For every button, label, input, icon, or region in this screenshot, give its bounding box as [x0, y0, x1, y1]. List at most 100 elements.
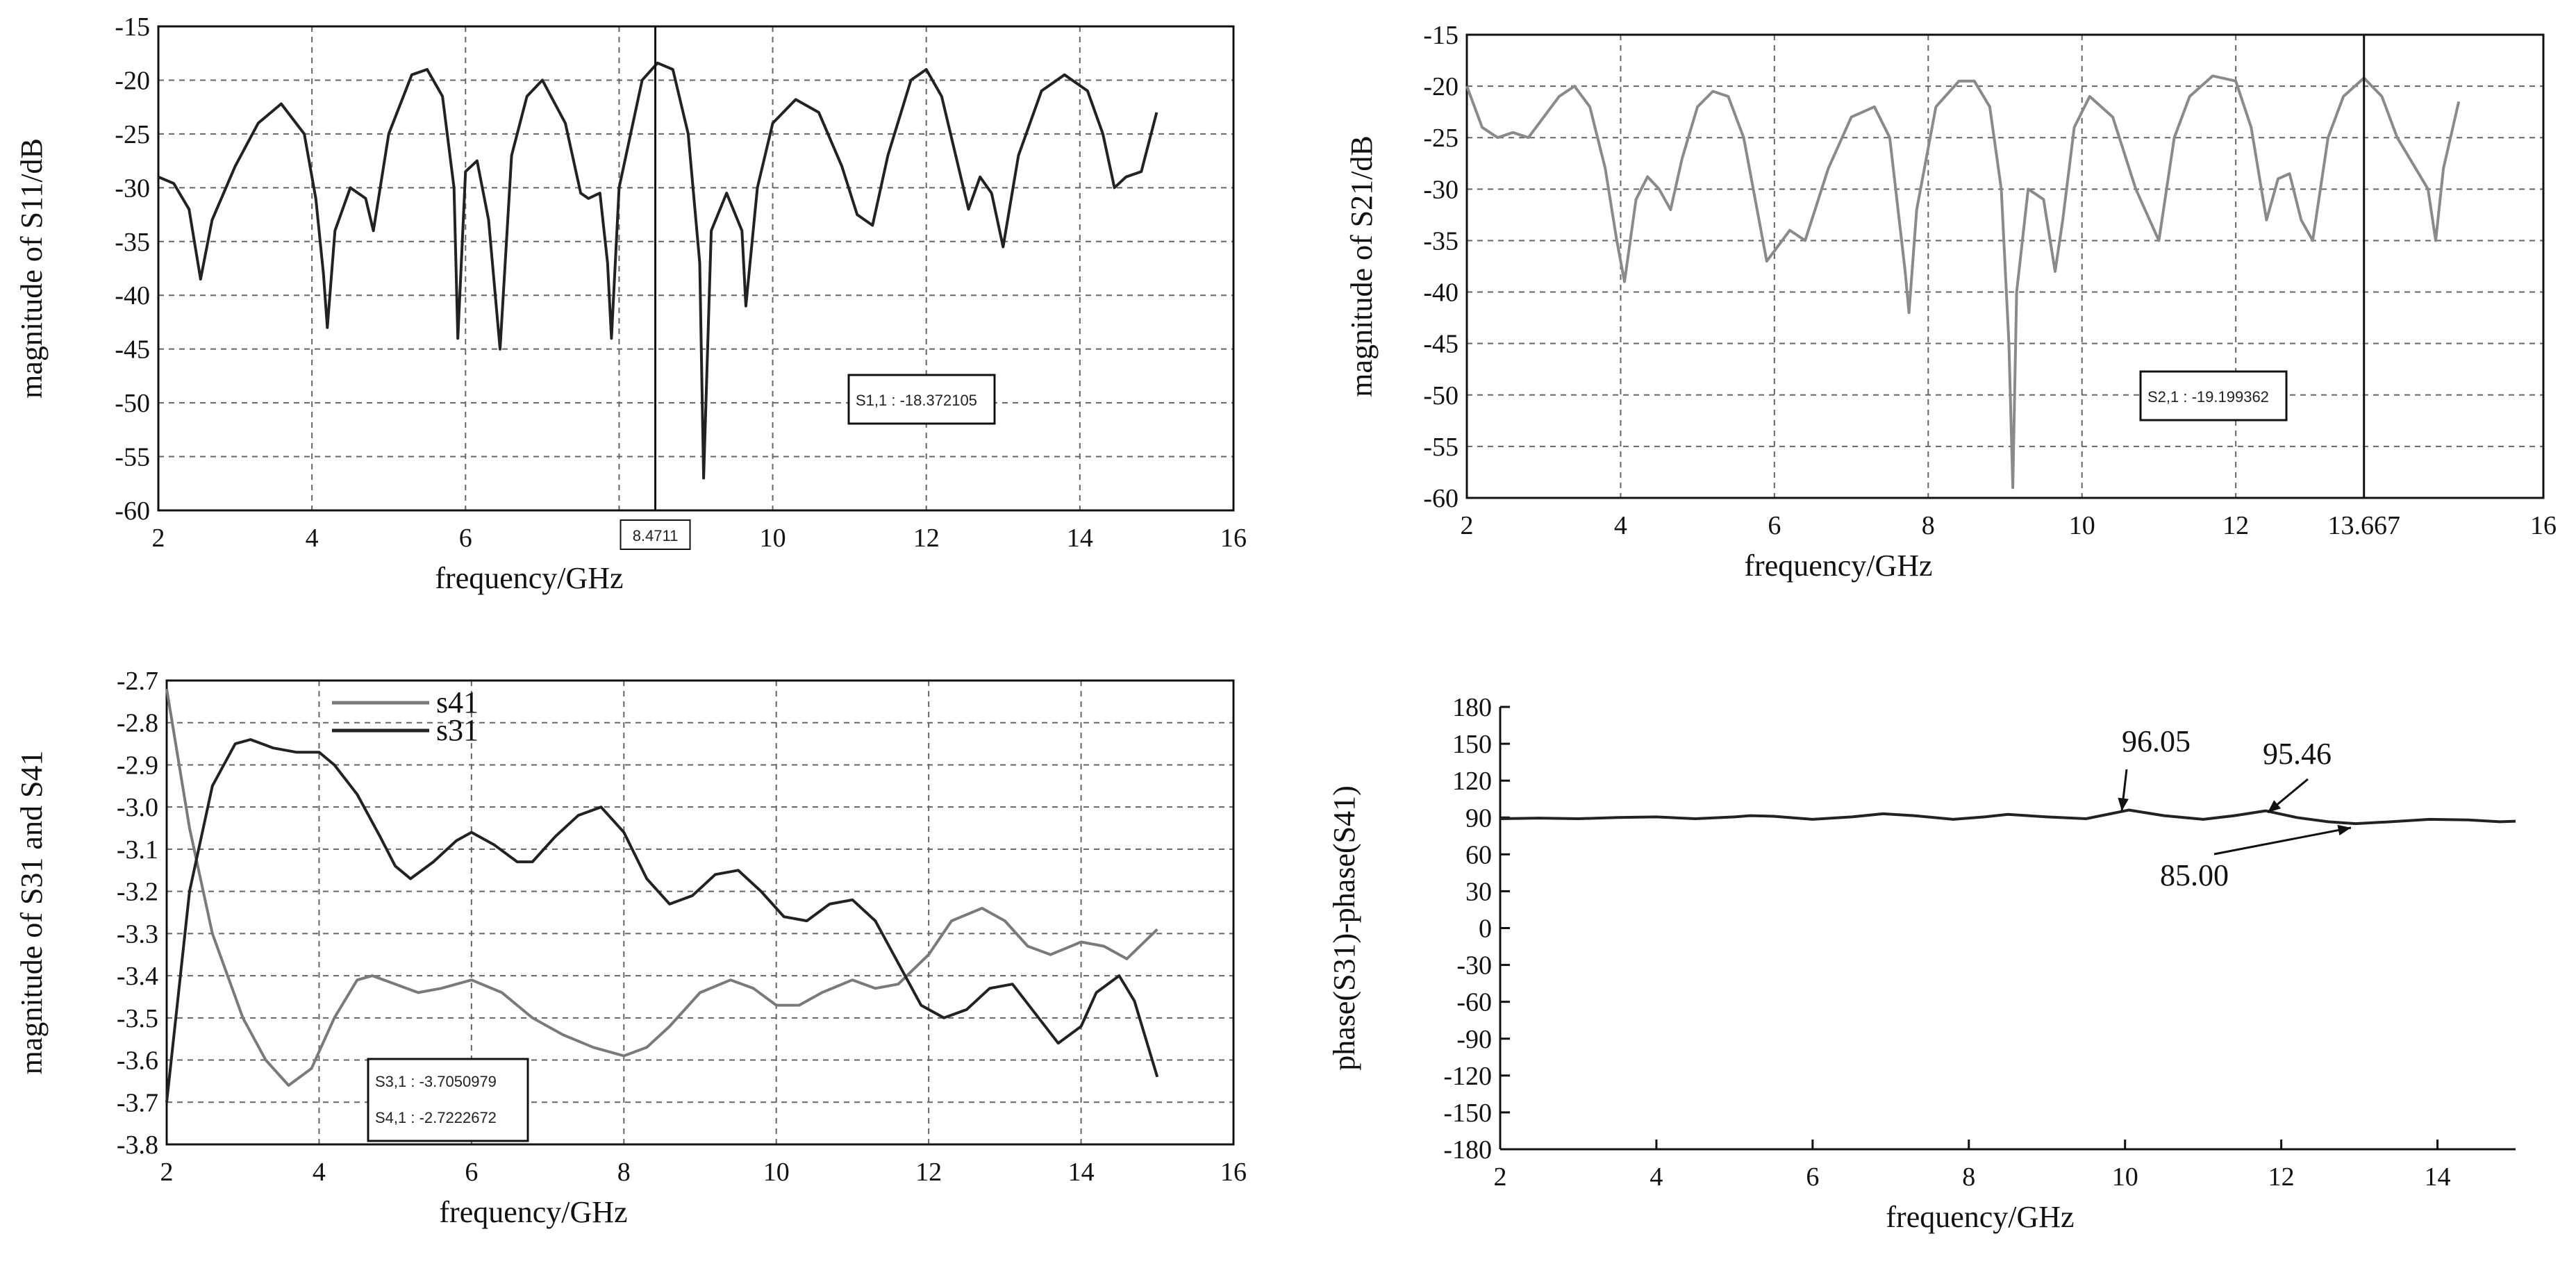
plot-frame [1465, 33, 2545, 499]
x-tick-label: 2 [1494, 1162, 1507, 1192]
y-tick-label: 30 [1465, 877, 1492, 906]
y-tick-label: -180 [1443, 1135, 1492, 1165]
y-tick-label: -60 [1456, 988, 1492, 1017]
y-tick-label: -20 [1423, 72, 1459, 101]
y-tick-label: -150 [1443, 1099, 1492, 1128]
chart-1: 2 4 6 10 12 14 16 -15 -20 -25 -30 -35 -40 -45 -50 -55 -6… [15, 12, 1247, 595]
y-tick-label: -40 [115, 281, 150, 310]
y-tick-label: -50 [1423, 381, 1459, 410]
marker-readout: S2,1 : -19.199362 [2147, 388, 2269, 406]
y-tick-label: -2.7 [117, 667, 158, 696]
annotation-arrowhead [2268, 800, 2282, 812]
y-tick-label: -60 [1423, 484, 1459, 513]
y-tick-label: -45 [115, 335, 150, 365]
y-tick-label: -30 [1456, 951, 1492, 981]
x-tick-label: 8 [1922, 511, 1935, 540]
marker-readout: S1,1 : -18.372105 [856, 392, 977, 409]
x-tick-label: 4 [313, 1158, 326, 1187]
y-tick-label: -45 [1423, 330, 1459, 359]
y-tick-label: 150 [1452, 730, 1492, 759]
y-tick-label: -55 [115, 443, 150, 472]
x-axis-label: frequency/GHz [435, 561, 623, 595]
y-tick-label: -90 [1456, 1025, 1492, 1054]
annotation-arrowhead [2337, 824, 2351, 836]
x-tick-label: 6 [1806, 1162, 1819, 1192]
x-tick-label: 13.667 [2327, 511, 2400, 540]
x-axis-label: frequency/GHz [439, 1195, 627, 1229]
y-tick-label: 60 [1465, 840, 1492, 869]
x-tick-label: 10 [763, 1158, 790, 1187]
x-tick-label: 2 [1461, 511, 1474, 540]
y-tick-label: 90 [1465, 803, 1492, 833]
x-tick-label: 6 [1768, 511, 1781, 540]
x-tick-label: 4 [1614, 511, 1627, 540]
y-tick-label: -2.9 [117, 751, 158, 780]
y-tick-label: -15 [115, 12, 150, 42]
y-tick-label: 120 [1452, 767, 1492, 796]
y-tick-label: -120 [1443, 1062, 1492, 1091]
y-tick-label: -20 [115, 66, 150, 95]
x-tick-label: 2 [160, 1158, 174, 1187]
annotation-label: 95.46 [2263, 737, 2332, 771]
x-tick-label: 12 [915, 1158, 942, 1187]
readout-line-1: S3,1 : -3.7050979 [375, 1073, 497, 1090]
x-tick-label: 16 [1220, 1158, 1247, 1187]
plot-frame [157, 25, 1235, 512]
series-line-1 [1465, 74, 2461, 490]
series-line-s41 [165, 688, 1158, 1087]
series-line-s31 [165, 738, 1159, 1103]
x-tick-label: 2 [152, 524, 165, 553]
x-tick-label: 8 [1962, 1162, 1975, 1192]
x-axis-label: frequency/GHz [1744, 549, 1932, 583]
y-tick-label: -35 [115, 228, 150, 257]
y-tick-label: -25 [115, 120, 150, 149]
marker-readout-box [847, 374, 996, 425]
x-tick-label: 14 [1068, 1158, 1095, 1187]
y-tick-label: -3.4 [117, 962, 158, 991]
y-tick-label: -30 [115, 174, 150, 203]
y-tick-label: -3.7 [117, 1088, 158, 1117]
chart-3: 2 4 6 8 10 12 14 16 -2.7 -2.8 -2.9 -3.0 -3.1 -3.2 -3.3… [15, 667, 1247, 1229]
annotation-label: 96.05 [2122, 724, 2191, 758]
series-line-1 [1499, 808, 2516, 826]
y-tick-label: -3.3 [117, 919, 158, 949]
y-tick-label: -2.8 [117, 709, 158, 738]
y-tick-label: -3.1 [117, 835, 158, 865]
x-tick-label: 8 [617, 1158, 631, 1187]
y-axis-label: phase(S31)-phase(S41) [1327, 785, 1361, 1071]
x-tick-label: 12 [2222, 511, 2249, 540]
x-tick-label: 10 [2069, 511, 2095, 540]
x-tick-label: 4 [306, 524, 319, 553]
y-tick-label: -55 [1423, 433, 1459, 462]
y-tick-label: -30 [1423, 175, 1459, 204]
marker-x-label: 8.4711 [633, 527, 679, 544]
y-axis-label: magnitude of S31 and S41 [15, 751, 49, 1075]
y-tick-label: -60 [115, 497, 150, 526]
y-tick-label: -3.5 [117, 1004, 158, 1033]
x-tick-label: 12 [2268, 1162, 2295, 1192]
legend-label-s41: s41 [436, 685, 479, 719]
y-tick-label: -3.0 [117, 793, 158, 822]
y-tick-label: 180 [1452, 693, 1492, 722]
readout-box [367, 1058, 529, 1142]
marker-x-box [620, 519, 691, 550]
legend-label-s31: s31 [436, 713, 479, 747]
y-tick-label: -3.8 [117, 1131, 158, 1160]
y-tick-label: -40 [1423, 278, 1459, 308]
y-tick-label: -3.2 [117, 878, 158, 907]
x-tick-label: 16 [1220, 524, 1247, 553]
y-tick-label: -15 [1423, 21, 1459, 50]
x-tick-label: 12 [913, 524, 940, 553]
x-tick-label: 6 [465, 1158, 478, 1187]
y-axis-label: magnitude of S11/dB [15, 138, 49, 399]
x-tick-label: 4 [1650, 1162, 1663, 1192]
x-tick-label: 10 [2112, 1162, 2138, 1192]
y-tick-label: -3.6 [117, 1046, 158, 1076]
y-tick-label: -50 [115, 389, 150, 418]
y-axis-label: magnitude of S21/dB [1345, 135, 1379, 397]
plot-frame [165, 679, 1235, 1146]
annotation-arrowhead [2118, 797, 2129, 811]
y-tick-label: -25 [1423, 124, 1459, 153]
x-tick-label: 14 [2425, 1162, 2451, 1192]
